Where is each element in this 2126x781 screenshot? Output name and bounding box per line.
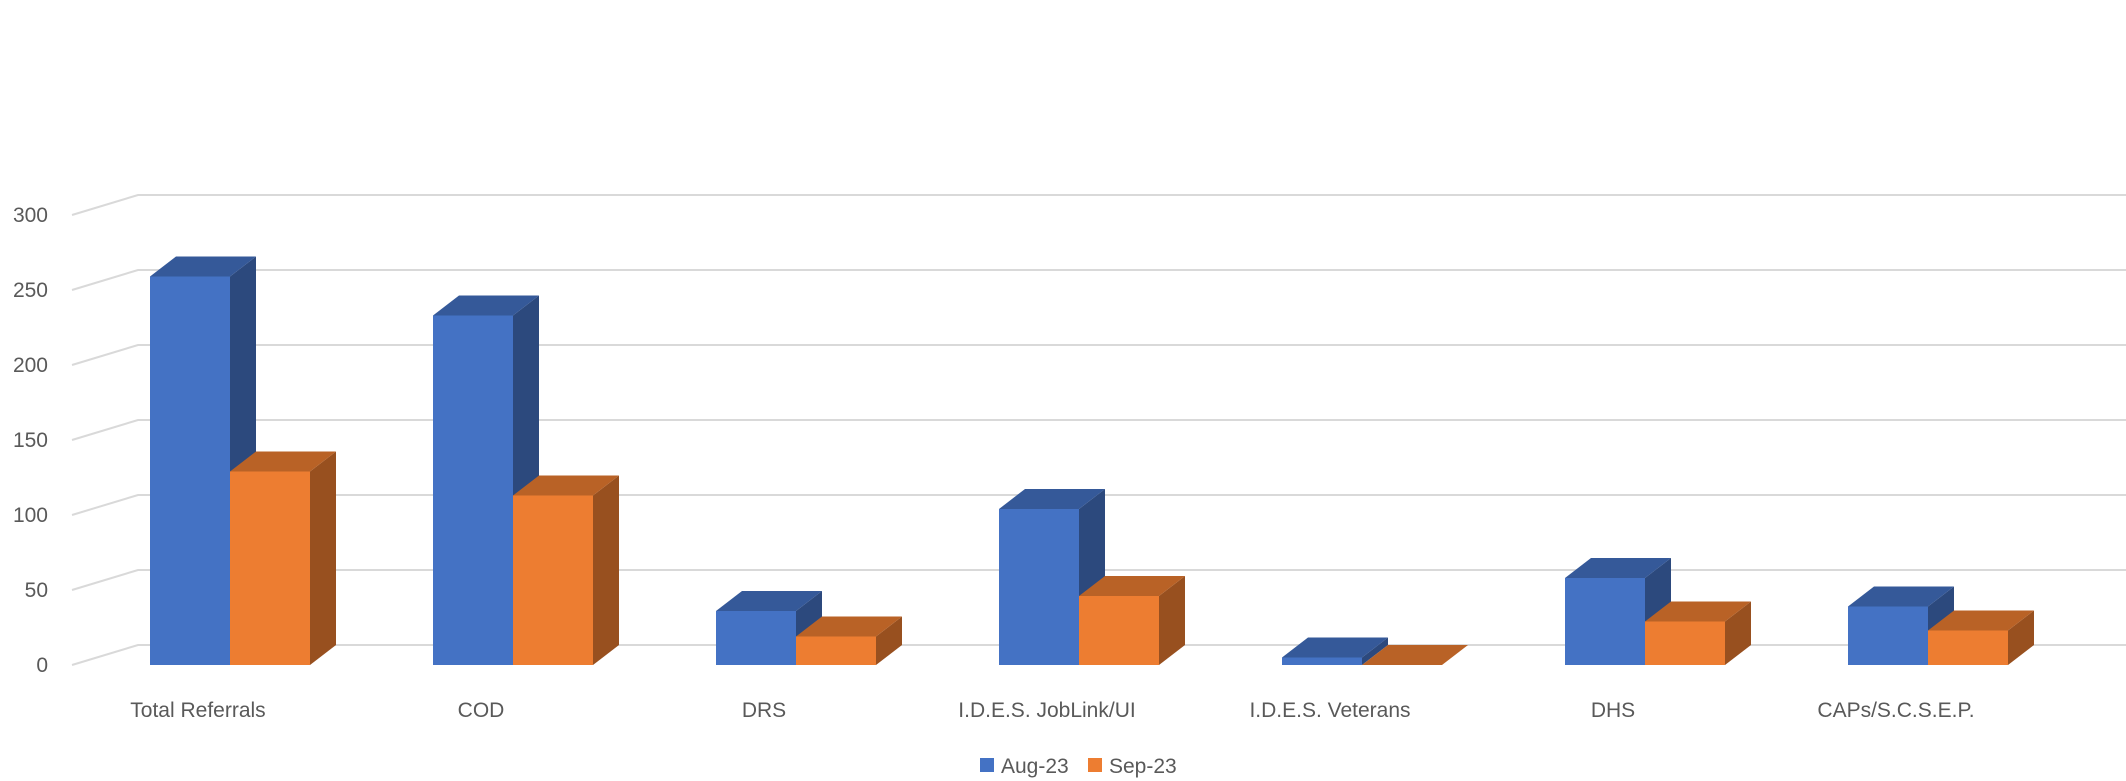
y-tick-label: 200 <box>13 354 48 377</box>
bar <box>1645 601 1751 665</box>
legend-swatch <box>980 758 994 772</box>
bar-front <box>1645 621 1725 665</box>
category-label: DRS <box>742 699 786 722</box>
gridlines <box>71 194 2126 666</box>
gridline <box>71 569 2126 591</box>
category-label: DHS <box>1591 699 1635 722</box>
bar <box>1362 645 1468 665</box>
bar-front <box>1565 578 1645 665</box>
bar-front <box>150 276 230 665</box>
bar <box>796 616 902 665</box>
category-label: I.D.E.S. Veterans <box>1249 699 1410 722</box>
bar-top <box>716 591 822 611</box>
bar-top <box>1848 586 1954 607</box>
y-tick-label: 50 <box>25 579 48 602</box>
y-axis-tick-labels: 0 50 100 150 200 250 300 <box>13 204 48 677</box>
bar-top <box>796 616 902 637</box>
bar-side <box>1159 576 1185 665</box>
legend-label: Sep-23 <box>1109 755 1177 778</box>
category-label: Total Referrals <box>130 699 265 722</box>
gridline <box>71 419 2126 441</box>
bar-top <box>1928 610 2034 631</box>
bar-front <box>716 611 796 665</box>
gridline <box>71 344 2126 366</box>
x-axis-category-labels: Total Referrals COD DRS I.D.E.S. JobLink/UI… <box>130 699 1974 722</box>
legend: Aug-23 Sep-23 <box>980 755 1177 778</box>
bar-top <box>1079 576 1185 596</box>
y-tick-label: 150 <box>13 429 48 452</box>
bar-front <box>433 315 513 665</box>
legend-item: Aug-23 <box>980 755 1069 778</box>
bar-top <box>1645 601 1751 622</box>
bar-front <box>513 495 593 665</box>
y-tick-label: 0 <box>36 654 48 677</box>
bar-side <box>593 475 619 665</box>
bar <box>513 475 619 665</box>
bar-top <box>1362 645 1468 665</box>
bar-top <box>230 451 336 472</box>
bar-front <box>796 636 876 665</box>
bars <box>150 256 2034 665</box>
bar-front <box>1079 596 1159 665</box>
bar-top <box>1565 558 1671 578</box>
bar-front <box>1928 630 2008 665</box>
bar <box>1928 610 2034 665</box>
bar-side <box>876 616 902 665</box>
category-label: I.D.E.S. JobLink/UI <box>958 699 1135 722</box>
bar <box>433 295 539 665</box>
legend-item: Sep-23 <box>1088 755 1177 778</box>
bar <box>230 451 336 665</box>
y-tick-label: 250 <box>13 279 48 302</box>
bar-top <box>999 489 1105 509</box>
gridline <box>71 494 2126 516</box>
legend-swatch <box>1088 758 1102 772</box>
bar-top <box>1282 637 1388 658</box>
y-tick-label: 100 <box>13 504 48 527</box>
bar <box>1282 637 1388 665</box>
bar-side <box>1725 601 1751 665</box>
bar-top <box>513 475 619 496</box>
bar-front <box>1848 606 1928 665</box>
bar <box>1079 576 1185 665</box>
bar-front <box>1282 657 1362 665</box>
category-label: CAPs/S.C.S.E.P. <box>1817 699 1974 722</box>
legend-label: Aug-23 <box>1001 755 1069 778</box>
bar-side <box>310 451 336 665</box>
bar-side <box>2008 610 2034 665</box>
bar-front <box>999 509 1079 665</box>
bar-side <box>1362 637 1388 665</box>
gridline <box>71 269 2126 291</box>
category-label: COD <box>458 699 505 722</box>
y-tick-label: 300 <box>13 204 48 227</box>
bar-front <box>230 471 310 665</box>
bar-top <box>433 295 539 316</box>
gridline <box>71 194 2126 216</box>
bar-top <box>150 256 256 277</box>
